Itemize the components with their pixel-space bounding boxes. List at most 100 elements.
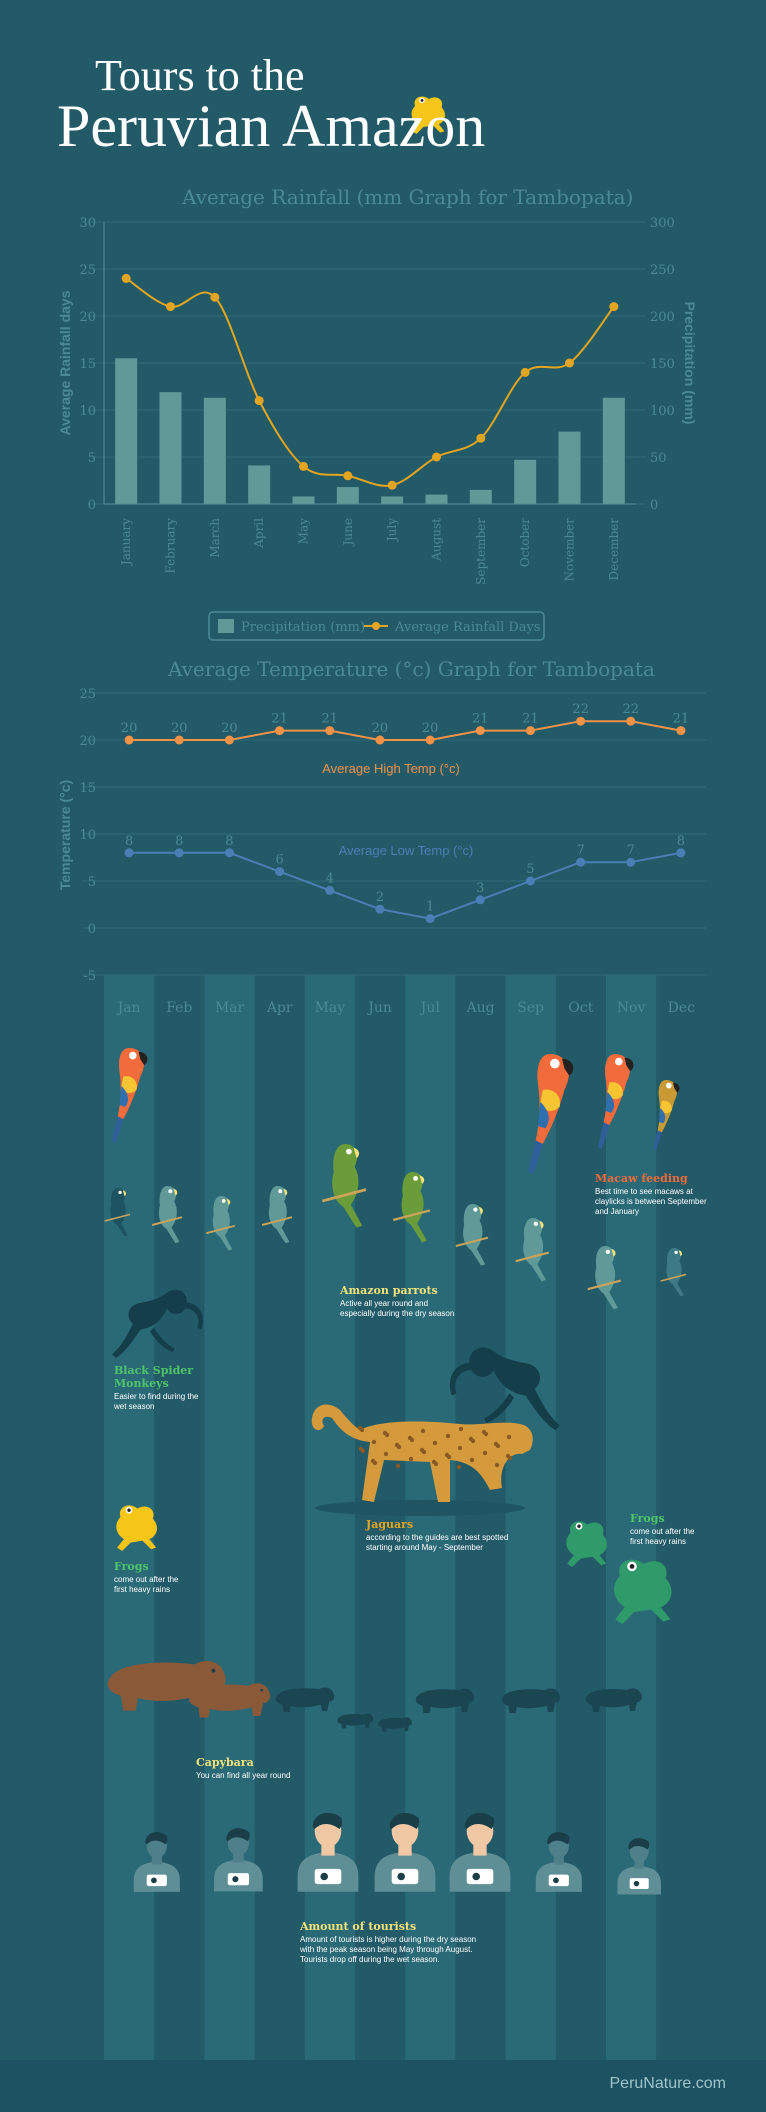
temperature-month-label: Nov [617, 1000, 646, 1016]
temperature-month-label: Sep [517, 1000, 544, 1016]
tourist-icon [214, 1828, 263, 1892]
precipitation-bar [381, 496, 404, 504]
parrot-icon [104, 1188, 131, 1237]
high-temp-series-label: Average High Temp (°c) [322, 761, 460, 776]
jaguar-spot [495, 1443, 501, 1449]
high-temp-line [129, 720, 682, 741]
rainfall-right-tick-label: 100 [650, 404, 675, 419]
high-temp-data-label: 21 [472, 712, 489, 727]
rainfall-days-point [387, 480, 397, 490]
rainfall-right-tick-label: 50 [650, 451, 667, 466]
macaw-wing-blue [605, 1092, 615, 1113]
macaw-wing [660, 1100, 672, 1114]
parrot-beak [611, 1248, 616, 1257]
macaw-wing [607, 1082, 623, 1100]
monkeys-annotation-text: Easier to find during the wet season [114, 1392, 199, 1411]
rainfall-month-label: March [208, 518, 222, 558]
parrot-icon [587, 1246, 622, 1310]
high-temp-point [375, 735, 385, 745]
jaguar-spot [507, 1455, 513, 1461]
macaw-tail [111, 1116, 124, 1143]
temperature-tick-label: -5 [83, 969, 96, 984]
monkey-leg [150, 1327, 175, 1353]
frog-body [116, 1505, 157, 1551]
frog-pupil [629, 1564, 635, 1569]
parrot-beak [283, 1188, 288, 1196]
frog-body [566, 1521, 607, 1567]
capybara-icon [107, 1660, 226, 1711]
rainfall-month-label: November [563, 518, 577, 582]
parrots-annotation: Amazon parrots Active all year round and… [340, 1284, 465, 1319]
capybara-icon [337, 1713, 374, 1729]
low-temp-data-label: 7 [576, 843, 584, 858]
frogs-right-annotation: Frogs come out after the first heavy rai… [630, 1512, 702, 1547]
parrot-icon [660, 1248, 687, 1297]
temperature-month-label: Jun [366, 1000, 392, 1016]
precipitation-bar [514, 459, 537, 504]
month-band [505, 975, 556, 2060]
high-temp-point [325, 726, 335, 736]
low-temp-data-label: 8 [225, 834, 233, 849]
high-temp-point [525, 726, 535, 736]
macaw-icon [653, 1080, 680, 1150]
jaguar-spot [458, 1426, 464, 1432]
low-temp-data-label: 8 [677, 834, 685, 849]
macaw-beak [624, 1057, 634, 1072]
tourist-icon [617, 1838, 661, 1895]
tourist-camera-lens [320, 1872, 328, 1881]
capybara-body [415, 1688, 475, 1714]
tourist-hair [464, 1812, 495, 1829]
high-temp-point [425, 735, 435, 745]
low-temp-data-label: 4 [326, 871, 334, 886]
parrot-body [158, 1186, 180, 1244]
low-temp-point [325, 885, 335, 895]
tourist-hair [547, 1832, 570, 1845]
high-temp-point [676, 726, 686, 736]
rainfall-left-tick-label: 20 [79, 310, 96, 325]
jaguars-annotation: Jaguars according to the guides are best… [366, 1518, 511, 1553]
parrot-branch [151, 1216, 183, 1226]
legend-rain-days-point [372, 622, 380, 630]
footer: PeruNature.com [0, 2060, 766, 2112]
macaw-eye [129, 1051, 137, 1060]
high-temp-data-label: 20 [372, 721, 389, 736]
temperature-month-label: Mar [215, 1000, 245, 1016]
month-band [204, 975, 255, 2060]
parrot-eye [346, 1148, 352, 1155]
monkey-body [112, 1289, 187, 1358]
jaguar-spot [469, 1457, 475, 1463]
frogs-left-annotation-title: Frogs [114, 1560, 149, 1573]
parrot-eye [221, 1199, 226, 1203]
parrot-icon [321, 1144, 367, 1228]
rainfall-month-label: February [164, 518, 178, 574]
low-temp-point [676, 848, 686, 858]
macaw-beak [673, 1082, 680, 1093]
frog-pupil [127, 1508, 131, 1512]
macaw-icon [111, 1048, 148, 1143]
high-temp-point [475, 726, 485, 736]
tourist-hair [145, 1832, 168, 1845]
low-temp-point [375, 904, 385, 914]
jaguar-spot [456, 1464, 462, 1470]
rainfall-month-label: June [341, 518, 355, 547]
monkeys-annotation: Black Spider Monkeys Easier to find duri… [114, 1364, 209, 1412]
precipitation-bar [336, 487, 359, 504]
jaguars-annotation-text: according to the guides are best spotted… [366, 1533, 509, 1552]
jaguar-spot [433, 1461, 439, 1467]
rainfall-days-line [125, 277, 615, 487]
low-temp-data-label: 7 [627, 843, 635, 858]
tourist-neck [151, 1855, 162, 1865]
month-band [304, 975, 355, 2060]
capybara-icon [378, 1717, 412, 1732]
precipitation-bar [203, 397, 226, 504]
low-temp-data-label: 6 [275, 853, 283, 868]
parrot-beak [226, 1198, 231, 1206]
low-temp-point [576, 857, 586, 867]
rainfall-days-point [609, 302, 619, 312]
tourist-hair [628, 1838, 650, 1850]
tourist-neck [473, 1844, 487, 1856]
low-temp-point [425, 914, 435, 924]
parrots-annotation-title: Amazon parrots [340, 1284, 438, 1297]
monkey-tail [449, 1363, 473, 1396]
